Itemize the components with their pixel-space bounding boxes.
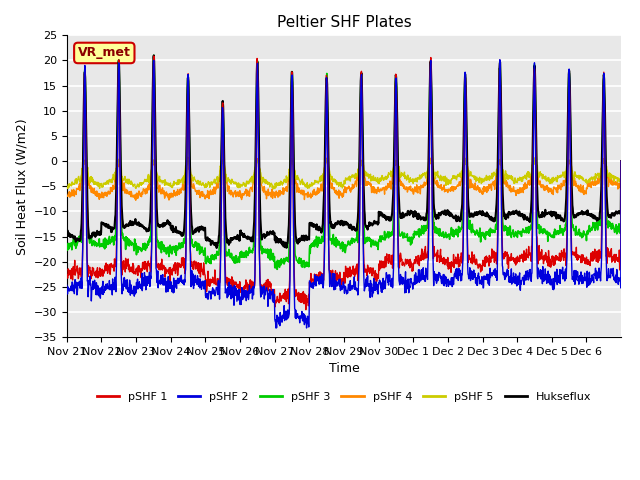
Legend: pSHF 1, pSHF 2, pSHF 3, pSHF 4, pSHF 5, Hukseflux: pSHF 1, pSHF 2, pSHF 3, pSHF 4, pSHF 5, … (92, 388, 596, 407)
X-axis label: Time: Time (328, 362, 359, 375)
Title: Peltier SHF Plates: Peltier SHF Plates (276, 15, 412, 30)
Y-axis label: Soil Heat Flux (W/m2): Soil Heat Flux (W/m2) (15, 118, 28, 254)
Text: VR_met: VR_met (78, 47, 131, 60)
